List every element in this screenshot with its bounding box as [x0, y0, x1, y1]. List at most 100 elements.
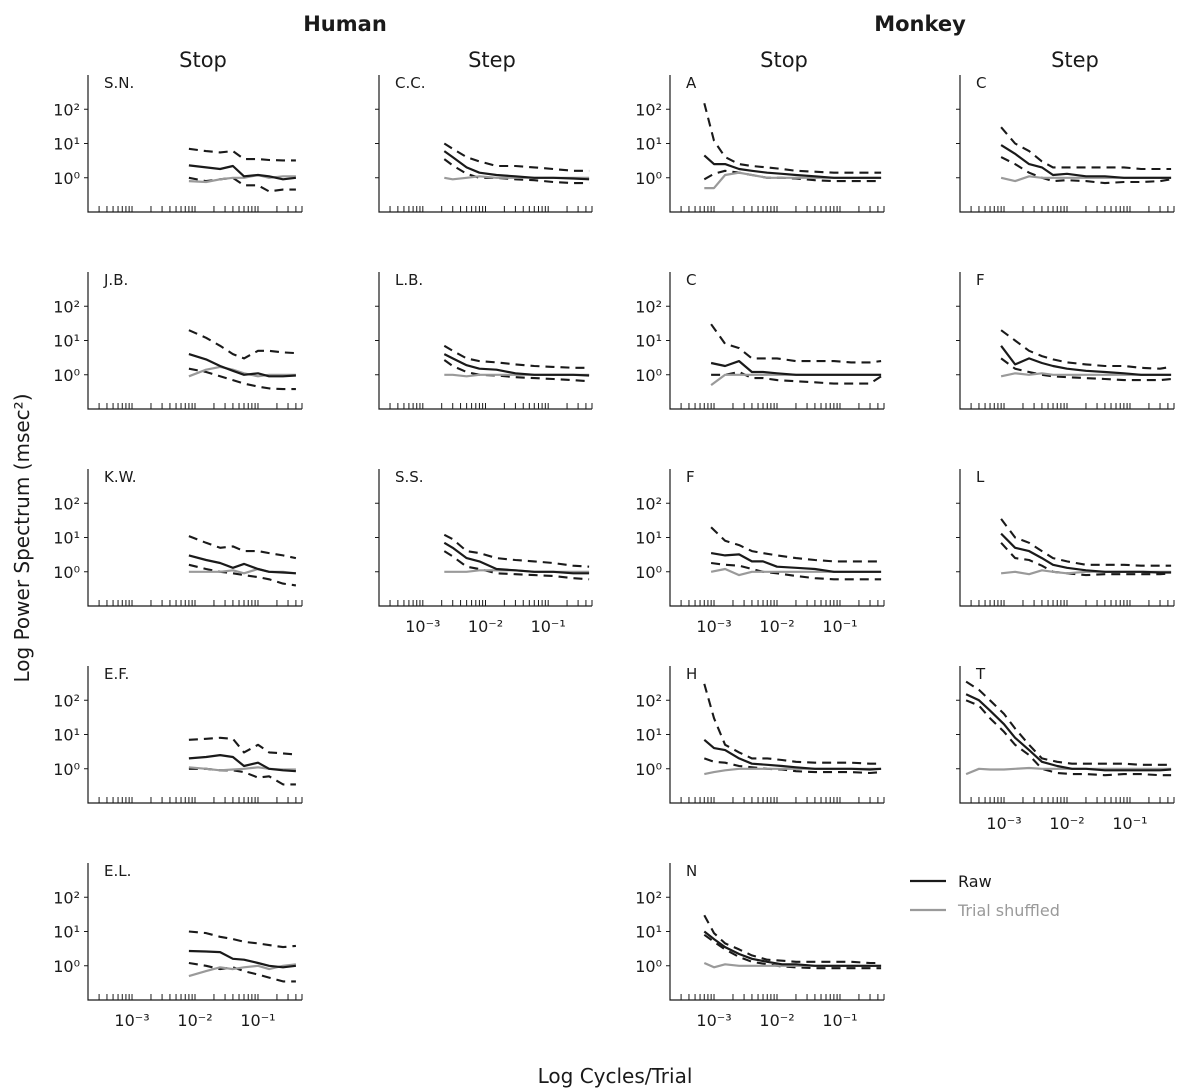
- panel-l-3-2: L: [956, 468, 1175, 607]
- y-axis-title: Log Power Spectrum (msec²): [10, 393, 34, 682]
- ci-upper-line: [703, 102, 882, 174]
- column-title-monkey-step: Step: [1051, 48, 1099, 72]
- raw-line: [710, 360, 882, 376]
- y-tick-label: 10¹: [53, 529, 80, 548]
- y-tick-label: 10¹: [53, 135, 80, 154]
- y-tick-label: 10²: [53, 888, 80, 907]
- ci-upper-line: [1000, 126, 1172, 171]
- ci-upper-line: [188, 930, 296, 949]
- panel-label: E.L.: [104, 862, 131, 880]
- panel-axes: [669, 469, 884, 607]
- group-title-monkey: Monkey: [874, 12, 966, 36]
- panel-label: K.W.: [104, 468, 136, 486]
- panel-ef-0-3: 10² 10¹ 10⁰ E.F.: [53, 665, 303, 804]
- shuffled-line: [710, 373, 882, 386]
- ci-upper-line: [703, 914, 882, 965]
- x-tick-label: 10⁻³: [696, 617, 731, 636]
- ci-upper-line: [443, 533, 590, 568]
- y-tick-label: 10⁰: [635, 957, 662, 976]
- ci-upper-line: [710, 526, 882, 563]
- raw-line: [188, 164, 297, 181]
- panel-label: F: [686, 468, 695, 486]
- panel-axes: [378, 75, 592, 213]
- y-tick-label: 10²: [635, 888, 662, 907]
- x-tick-label: 10⁻²: [759, 617, 794, 636]
- y-tick-label: 10⁰: [635, 563, 662, 582]
- panel-cc-1-0: C.C.: [375, 74, 593, 213]
- y-tick-label: 10²: [53, 100, 80, 119]
- ci-upper-line: [1000, 518, 1172, 567]
- ci-upper-line: [703, 683, 882, 765]
- x-tick-label: 10⁻²: [759, 1011, 794, 1030]
- panel-axes: [669, 863, 884, 1001]
- panel-kw-0-2: 10² 10¹ 10⁰ K.W.: [53, 468, 303, 607]
- y-tick-label: 10⁰: [53, 169, 80, 188]
- panel-label: S.N.: [104, 74, 134, 92]
- panel-label: F: [976, 271, 985, 289]
- panel-label: E.F.: [104, 665, 129, 683]
- y-tick-label: 10⁰: [53, 957, 80, 976]
- x-tick-label: 10⁻³: [696, 1011, 731, 1030]
- y-tick-label: 10²: [635, 691, 662, 710]
- panel-axes: [87, 75, 302, 213]
- ci-lower-line: [703, 169, 882, 183]
- panel-t-3-3: 10⁻³ 10⁻² 10⁻¹ T: [956, 665, 1175, 833]
- panel-label: L.B.: [395, 271, 423, 289]
- column-title-monkey-stop: Stop: [760, 48, 808, 72]
- panel-a-2-0: 10² 10¹ 10⁰ A: [635, 74, 885, 213]
- panel-label: L: [976, 468, 985, 486]
- shuffled-line: [965, 766, 1172, 776]
- x-tick-label: 10⁻²: [177, 1011, 212, 1030]
- panel-label: C: [976, 74, 986, 92]
- legend: Raw Trial shuffled: [910, 872, 1060, 920]
- panel-axes: [669, 272, 884, 410]
- ci-lower-line: [188, 767, 296, 786]
- raw-line: [703, 154, 882, 179]
- panel-label: T: [975, 665, 986, 683]
- panel-label: H: [686, 665, 697, 683]
- ci-lower-line: [443, 550, 590, 581]
- y-tick-label: 10¹: [635, 135, 662, 154]
- y-tick-label: 10¹: [53, 332, 80, 351]
- y-tick-label: 10¹: [635, 726, 662, 745]
- y-tick-label: 10⁰: [635, 366, 662, 385]
- legend-raw-label: Raw: [958, 872, 992, 891]
- panel-lb-1-1: L.B.: [375, 271, 593, 410]
- panel-f-2-2: 10² 10¹ 10⁰ 10⁻³ 10⁻² 10⁻¹ F: [635, 468, 885, 636]
- ci-upper-line: [188, 736, 296, 756]
- ci-lower-line: [710, 561, 882, 581]
- shuffled-line: [188, 173, 296, 184]
- y-tick-label: 10²: [635, 297, 662, 316]
- x-tick-label: 10⁻¹: [822, 1011, 857, 1030]
- ci-upper-line: [443, 344, 590, 369]
- panel-ss-1-2: 10⁻³ 10⁻² 10⁻¹ S.S.: [375, 468, 593, 636]
- panel-axes: [378, 272, 592, 410]
- panel-axes: [959, 272, 1174, 410]
- ci-lower-line: [188, 961, 296, 983]
- ci-lower-line: [965, 699, 1172, 777]
- ci-upper-line: [1000, 329, 1172, 370]
- raw-line: [710, 552, 882, 573]
- ci-lower-line: [1000, 542, 1172, 577]
- panel-c-3-0: C: [956, 74, 1175, 213]
- ci-lower-line: [443, 359, 590, 383]
- x-axis-title: Log Cycles/Trial: [538, 1064, 693, 1088]
- panel-axes: [959, 469, 1174, 607]
- raw-line: [443, 541, 590, 575]
- ci-upper-line: [443, 142, 590, 172]
- legend-shuffled-label: Trial shuffled: [957, 901, 1060, 920]
- raw-line: [188, 554, 296, 575]
- raw-line: [1000, 532, 1172, 574]
- ci-lower-line: [703, 933, 882, 970]
- ci-lower-line: [711, 370, 882, 385]
- y-tick-label: 10²: [53, 297, 80, 316]
- panel-label: C.C.: [395, 74, 425, 92]
- panel-jb-0-1: 10² 10¹ 10⁰ J.B.: [53, 271, 303, 410]
- y-tick-label: 10⁰: [53, 563, 80, 582]
- x-tick-label: 10⁻²: [1049, 814, 1084, 833]
- raw-line: [443, 353, 590, 377]
- y-tick-label: 10¹: [635, 923, 662, 942]
- ci-upper-line: [188, 535, 297, 560]
- column-title-human-stop: Stop: [179, 48, 227, 72]
